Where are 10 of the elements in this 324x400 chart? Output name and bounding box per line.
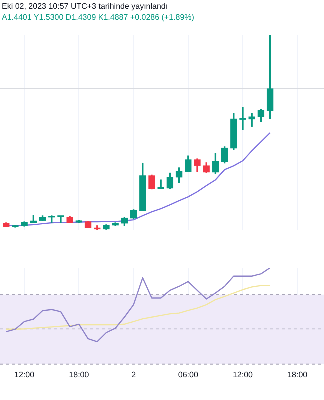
x-tick-label: 12:00 — [232, 370, 254, 380]
x-tick-label: 18:00 — [69, 370, 90, 380]
x-tick-label: 2 — [132, 370, 137, 380]
x-tick-label: 12:00 — [14, 370, 36, 380]
chart-subtitle: A1.4401 Y1.5300 D1.4309 K1.4887 +0.0286 (+1.89%) — [1, 13, 196, 24]
text: Eki 02, 2023 10:57 UTC+3 tarihinde yayınlandı — [1, 1, 170, 13]
x-tick-label: 06:00 — [178, 370, 199, 380]
candlestick — [240, 107, 246, 130]
x-tick-label: 18:00 — [288, 370, 308, 380]
candlestick — [58, 216, 64, 224]
